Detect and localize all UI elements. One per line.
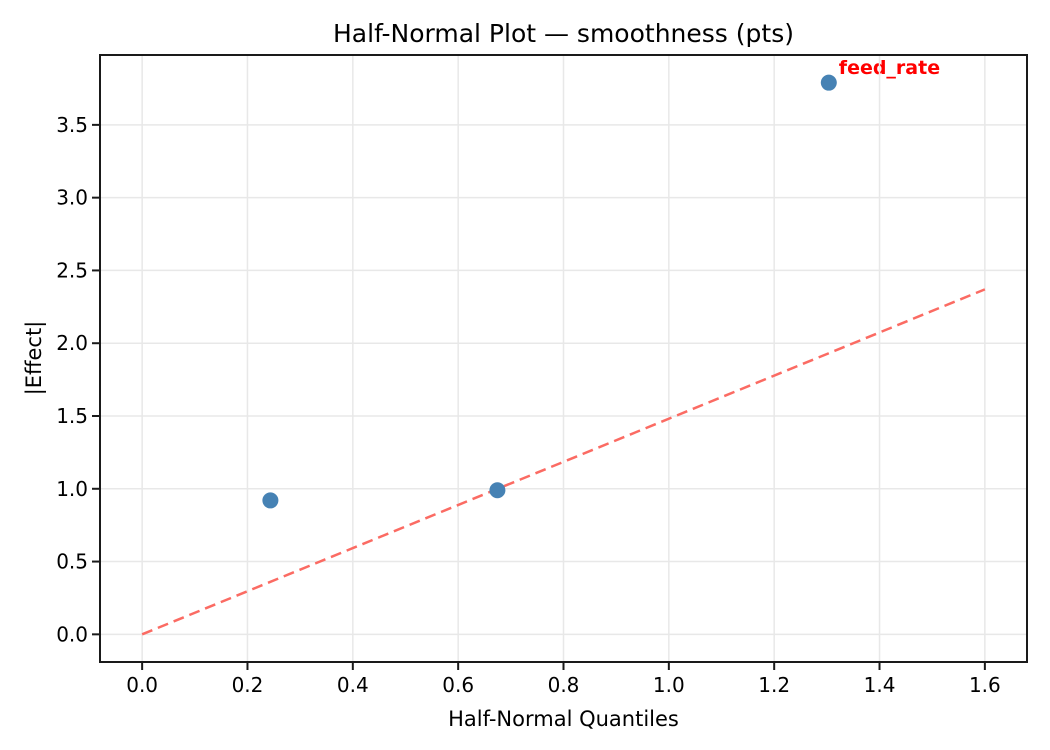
x-tick-label: 1.0: [653, 673, 685, 697]
chart-title: Half-Normal Plot — smoothness (pts): [333, 19, 794, 48]
data-point: [262, 492, 279, 509]
x-tick-label: 0.2: [232, 673, 264, 697]
y-tick-label: 0.0: [56, 622, 88, 646]
x-tick-label: 1.6: [969, 673, 1001, 697]
x-tick-label: 0.8: [548, 673, 580, 697]
y-tick-label: 3.0: [56, 186, 88, 210]
x-tick-label: 1.2: [758, 673, 790, 697]
x-tick-label: 1.4: [864, 673, 896, 697]
x-tick-label: 0.0: [126, 673, 158, 697]
y-tick-label: 2.5: [56, 258, 88, 282]
x-axis-label: Half-Normal Quantiles: [448, 707, 679, 731]
x-tick-label: 0.4: [337, 673, 369, 697]
y-tick-label: 0.5: [56, 550, 88, 574]
data-point: [489, 482, 506, 499]
y-tick-label: 2.0: [56, 331, 88, 355]
x-tick-label: 0.6: [442, 673, 474, 697]
point-annotation: feed_rate: [838, 56, 941, 79]
reference-line: [141, 288, 986, 636]
y-tick-label: 1.0: [56, 477, 88, 501]
y-tick-label: 3.5: [56, 113, 88, 137]
data-point: [820, 74, 837, 91]
y-tick-label: 1.5: [56, 404, 88, 428]
